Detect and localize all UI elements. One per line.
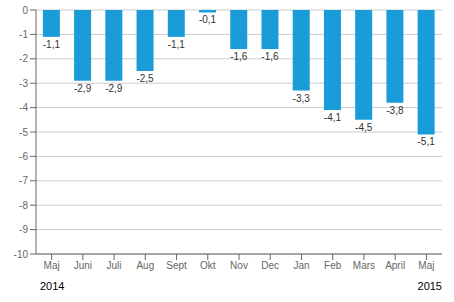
svg-text:-2,9: -2,9 <box>74 83 92 94</box>
svg-text:-2,9: -2,9 <box>105 83 123 94</box>
svg-text:Juli: Juli <box>107 260 122 271</box>
svg-text:-9: -9 <box>19 224 28 235</box>
svg-text:-7: -7 <box>19 175 28 186</box>
svg-text:Maj: Maj <box>44 260 60 271</box>
svg-text:-1: -1 <box>19 29 28 40</box>
svg-text:-10: -10 <box>14 249 29 260</box>
svg-text:Maj: Maj <box>418 260 434 271</box>
svg-text:-3: -3 <box>19 78 28 89</box>
svg-text:Juni: Juni <box>74 260 92 271</box>
svg-text:Sept: Sept <box>166 260 187 271</box>
svg-text:-6: -6 <box>19 151 28 162</box>
svg-text:-5,1: -5,1 <box>418 136 436 147</box>
svg-text:-5: -5 <box>19 127 28 138</box>
svg-text:Aug: Aug <box>136 260 154 271</box>
svg-text:-3,3: -3,3 <box>293 93 311 104</box>
svg-text:-1,6: -1,6 <box>230 51 248 62</box>
svg-text:Feb: Feb <box>324 260 342 271</box>
svg-text:-1,6: -1,6 <box>261 51 279 62</box>
svg-text:Dec: Dec <box>261 260 279 271</box>
svg-text:Okt: Okt <box>200 260 216 271</box>
svg-text:-4,1: -4,1 <box>324 112 342 123</box>
svg-text:-4,5: -4,5 <box>355 122 373 133</box>
svg-text:0: 0 <box>22 5 28 16</box>
svg-text:-3,8: -3,8 <box>386 105 404 116</box>
svg-text:-0,1: -0,1 <box>199 14 217 25</box>
svg-text:-4: -4 <box>19 102 28 113</box>
html-text:2015: 2015 <box>417 280 442 292</box>
svg-text:Jan: Jan <box>293 260 309 271</box>
svg-text:-1,1: -1,1 <box>43 39 61 50</box>
svg-text:-2,5: -2,5 <box>136 73 154 84</box>
svg-text:-2: -2 <box>19 53 28 64</box>
svg-text:-1,1: -1,1 <box>168 39 186 50</box>
svg-text:-8: -8 <box>19 200 28 211</box>
svg-text:April: April <box>385 260 405 271</box>
svg-text:Mars: Mars <box>353 260 375 271</box>
svg-text:Nov: Nov <box>230 260 248 271</box>
html-text:2014: 2014 <box>40 280 65 292</box>
